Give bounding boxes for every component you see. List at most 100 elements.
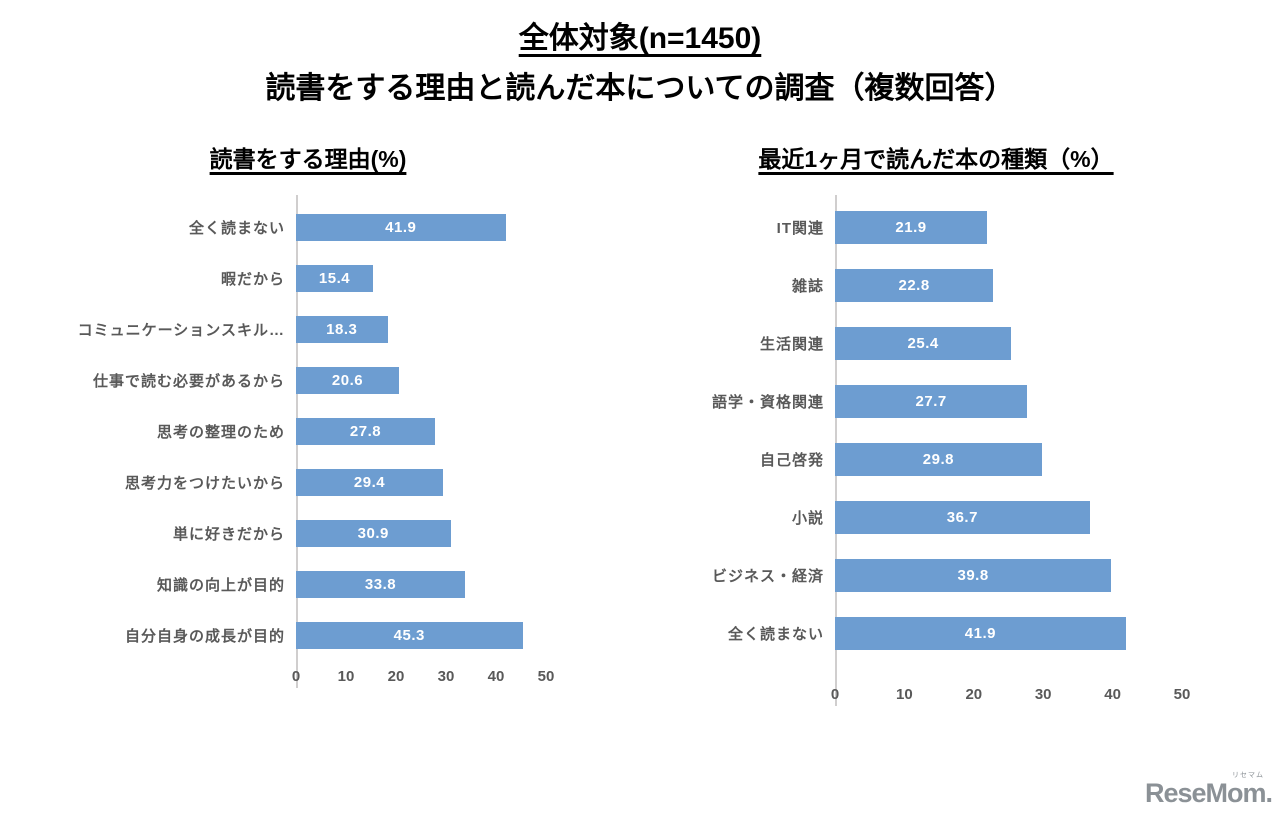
bar-value-label: 39.8 xyxy=(957,567,989,584)
x-axis-tick: 0 xyxy=(291,668,301,685)
bar-value-label: 25.4 xyxy=(907,335,939,352)
x-axis-tick: 10 xyxy=(337,668,355,685)
logo-ruby-text: リセマム xyxy=(1232,772,1264,779)
bar-track: 45.3 xyxy=(296,622,546,649)
chart-books-read: 最近1ヶ月で読んだ本の種類（%） IT関連 21.9 雑誌 22.8 生活関連 25.4 語… xyxy=(690,142,1191,706)
bar-value-label: 27.8 xyxy=(349,423,382,440)
bar-plot-right: IT関連 21.9 雑誌 22.8 生活関連 25.4 語学・資格関連 27.7 自己啓発 29.… xyxy=(690,195,1191,706)
bar-value-label: 30.9 xyxy=(357,525,389,542)
bar-track: 36.7 xyxy=(835,501,1182,534)
category-label: 思考の整理のため xyxy=(156,424,285,441)
bar-track: 27.8 xyxy=(296,418,546,445)
bar-row: 自己啓発 29.8 xyxy=(690,443,1182,476)
x-axis-tick: 40 xyxy=(487,668,505,685)
bar-row: IT関連 21.9 xyxy=(690,211,1182,244)
bar-rows: 全く読まない 41.9 暇だから 15.4 コミュニケーションスキル… 18.3 仕事で読む… xyxy=(70,195,546,660)
main-title-line1: 全体対象(n=1450) xyxy=(518,22,762,55)
bar-track: 41.9 xyxy=(835,617,1182,650)
bar: 15.4 xyxy=(296,265,373,292)
bar-track: 30.9 xyxy=(296,520,546,547)
x-axis: 0 10 20 30 40 50 xyxy=(292,668,555,688)
category-label: コミュニケーションスキル… xyxy=(77,322,285,339)
bar-row: 自分自身の成長が目的 45.3 xyxy=(70,622,546,649)
x-axis-tick: 20 xyxy=(387,668,405,685)
bar-row: 暇だから 15.4 xyxy=(70,265,546,292)
category-label: 思考力をつけたいから xyxy=(124,475,285,492)
main-title-sample: 全体対象(n=1450) xyxy=(0,20,1280,58)
category-label: 生活関連 xyxy=(759,336,824,353)
bar-track: 27.7 xyxy=(835,385,1182,418)
bar-track: 15.4 xyxy=(296,265,546,292)
bar-value-label: 36.7 xyxy=(946,509,978,526)
bar-row: 全く読まない 41.9 xyxy=(70,214,546,241)
x-axis-tick: 10 xyxy=(896,686,913,703)
bar-row: 知識の向上が目的 33.8 xyxy=(70,571,546,598)
category-label: 仕事で読む必要があるから xyxy=(92,373,285,390)
bar-value-label: 18.3 xyxy=(326,321,358,338)
category-label: 雑誌 xyxy=(791,278,824,295)
bar-value-label: 41.9 xyxy=(964,625,996,642)
bar-row: 生活関連 25.4 xyxy=(690,327,1182,360)
x-axis-tick: 0 xyxy=(830,686,840,703)
bar: 41.9 xyxy=(296,214,506,241)
category-label: 暇だから xyxy=(220,271,285,288)
x-axis: 0 10 20 30 40 50 xyxy=(831,686,1191,706)
bar: 27.8 xyxy=(296,418,435,445)
bar-plot-left: 全く読まない 41.9 暇だから 15.4 コミュニケーションスキル… 18.3 仕事で読む… xyxy=(70,195,555,688)
chart-reading-reasons: 読書をする理由(%) 全く読まない 41.9 暇だから 15.4 コミュニケーションスキ… xyxy=(70,142,555,688)
x-axis-tick: 40 xyxy=(1104,686,1121,703)
bar-track: 29.8 xyxy=(835,443,1182,476)
bar-value-label: 29.4 xyxy=(353,474,386,491)
bar-value-label: 41.9 xyxy=(385,219,417,236)
bar-value-label: 27.7 xyxy=(915,393,947,410)
x-axis-tick: 20 xyxy=(965,686,983,703)
category-label: 自己啓発 xyxy=(759,452,824,469)
x-axis-tick: 30 xyxy=(1034,686,1052,703)
bar: 18.3 xyxy=(296,316,388,343)
category-label: IT関連 xyxy=(776,220,824,237)
bar: 45.3 xyxy=(296,622,523,649)
category-label: 知識の向上が目的 xyxy=(156,577,285,594)
chart-title-left: 読書をする理由(%) xyxy=(209,146,407,172)
bar-row: 思考の整理のため 27.8 xyxy=(70,418,546,445)
x-axis-tick: 50 xyxy=(537,668,555,685)
bar: 25.4 xyxy=(835,327,1012,360)
bar-track: 22.8 xyxy=(835,269,1182,302)
bar-rows: IT関連 21.9 雑誌 22.8 生活関連 25.4 語学・資格関連 27.7 自己啓発 29.… xyxy=(690,195,1182,677)
category-label: ビジネス・経済 xyxy=(711,568,824,585)
bar-row: 語学・資格関連 27.7 xyxy=(690,385,1182,418)
main-title: 全体対象(n=1450) 読書をする理由と読んだ本についての調査（複数回答） xyxy=(0,20,1280,108)
bar: 33.8 xyxy=(296,571,465,598)
bar-value-label: 29.8 xyxy=(922,451,954,468)
bar-track: 25.4 xyxy=(835,327,1182,360)
bar-value-label: 33.8 xyxy=(364,576,397,593)
bar-track: 20.6 xyxy=(296,367,546,394)
main-title-line2: 読書をする理由と読んだ本についての調査（複数回答） xyxy=(265,72,1015,105)
bar-value-label: 22.8 xyxy=(898,277,930,294)
bar: 39.8 xyxy=(835,559,1112,592)
category-label: 全く読まない xyxy=(188,220,285,237)
category-label: 全く読まない xyxy=(727,626,824,643)
bar-track: 29.4 xyxy=(296,469,546,496)
logo-wordmark: ReseMom. xyxy=(1144,778,1273,808)
bar-row: 思考力をつけたいから 29.4 xyxy=(70,469,546,496)
bar-row: 小説 36.7 xyxy=(690,501,1182,534)
bar-value-label: 15.4 xyxy=(318,270,351,287)
bar-row: 単に好きだから 30.9 xyxy=(70,520,546,547)
bar: 29.4 xyxy=(296,469,443,496)
x-axis-tick: 30 xyxy=(437,668,455,685)
bar-track: 18.3 xyxy=(296,316,546,343)
bar-value-label: 45.3 xyxy=(393,627,425,644)
category-label: 小説 xyxy=(791,510,824,527)
chart-title-right: 最近1ヶ月で読んだ本の種類（%） xyxy=(758,146,1114,172)
bar: 36.7 xyxy=(835,501,1090,534)
bar: 30.9 xyxy=(296,520,451,547)
bar: 41.9 xyxy=(835,617,1126,650)
bar-row: ビジネス・経済 39.8 xyxy=(690,559,1182,592)
bar-value-label: 20.6 xyxy=(331,372,364,389)
bar: 21.9 xyxy=(835,211,987,244)
category-label: 自分自身の成長が目的 xyxy=(124,628,285,645)
bar: 27.7 xyxy=(835,385,1028,418)
bar-row: 全く読まない 41.9 xyxy=(690,617,1182,650)
bar-value-label: 21.9 xyxy=(895,219,927,236)
